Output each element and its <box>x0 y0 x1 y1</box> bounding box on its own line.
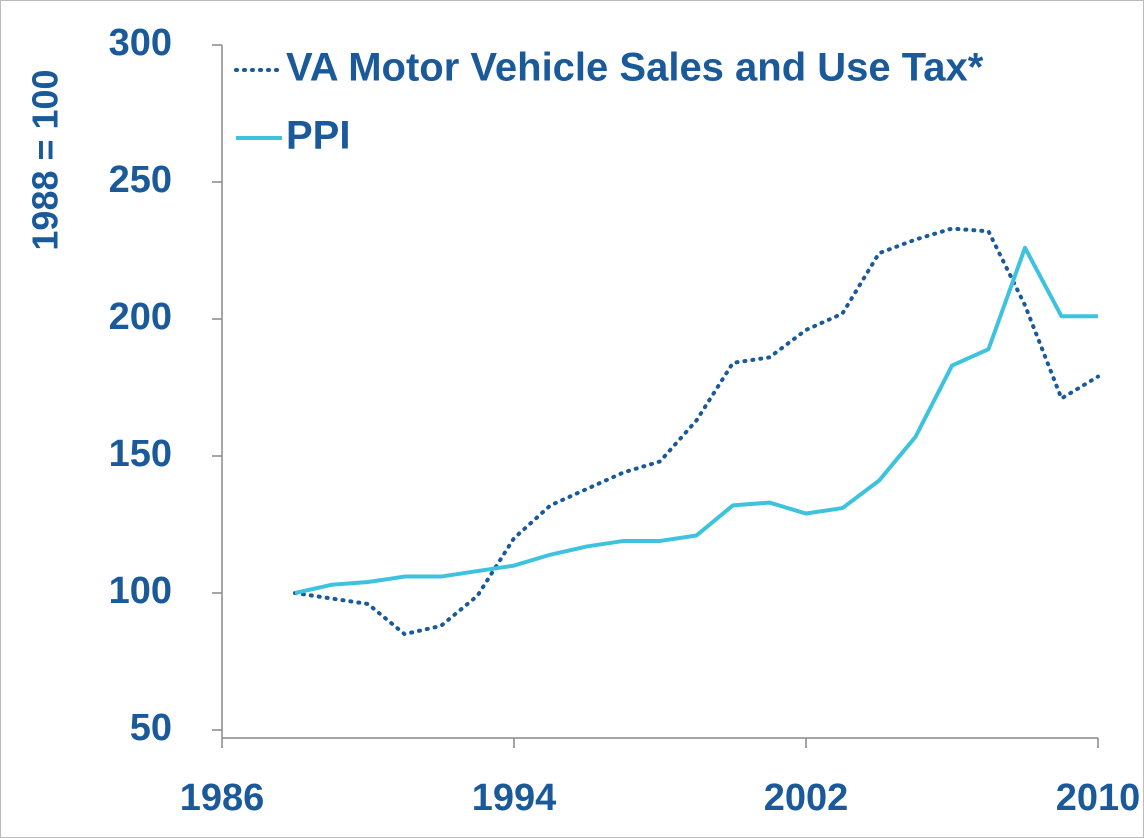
y-tick-label: 300 <box>109 22 172 64</box>
legend-label: PPI <box>286 114 350 158</box>
y-tick-label: 200 <box>109 296 172 338</box>
series-line <box>293 226 1100 637</box>
legend-label: VA Motor Vehicle Sales and Use Tax* <box>286 46 984 90</box>
x-tick-label: 1994 <box>472 777 557 819</box>
x-tick-label: 2010 <box>1056 777 1141 819</box>
y-tick-label: 50 <box>130 707 172 749</box>
y-tick-label: 150 <box>109 433 172 475</box>
x-tick-label: 2002 <box>764 777 849 819</box>
y-axis-label: 1988 = 100 <box>25 69 66 250</box>
y-tick-label: 250 <box>109 159 172 201</box>
series-line <box>294 245 1098 595</box>
y-tick-label: 100 <box>109 570 172 612</box>
x-tick-label: 1986 <box>180 777 265 819</box>
